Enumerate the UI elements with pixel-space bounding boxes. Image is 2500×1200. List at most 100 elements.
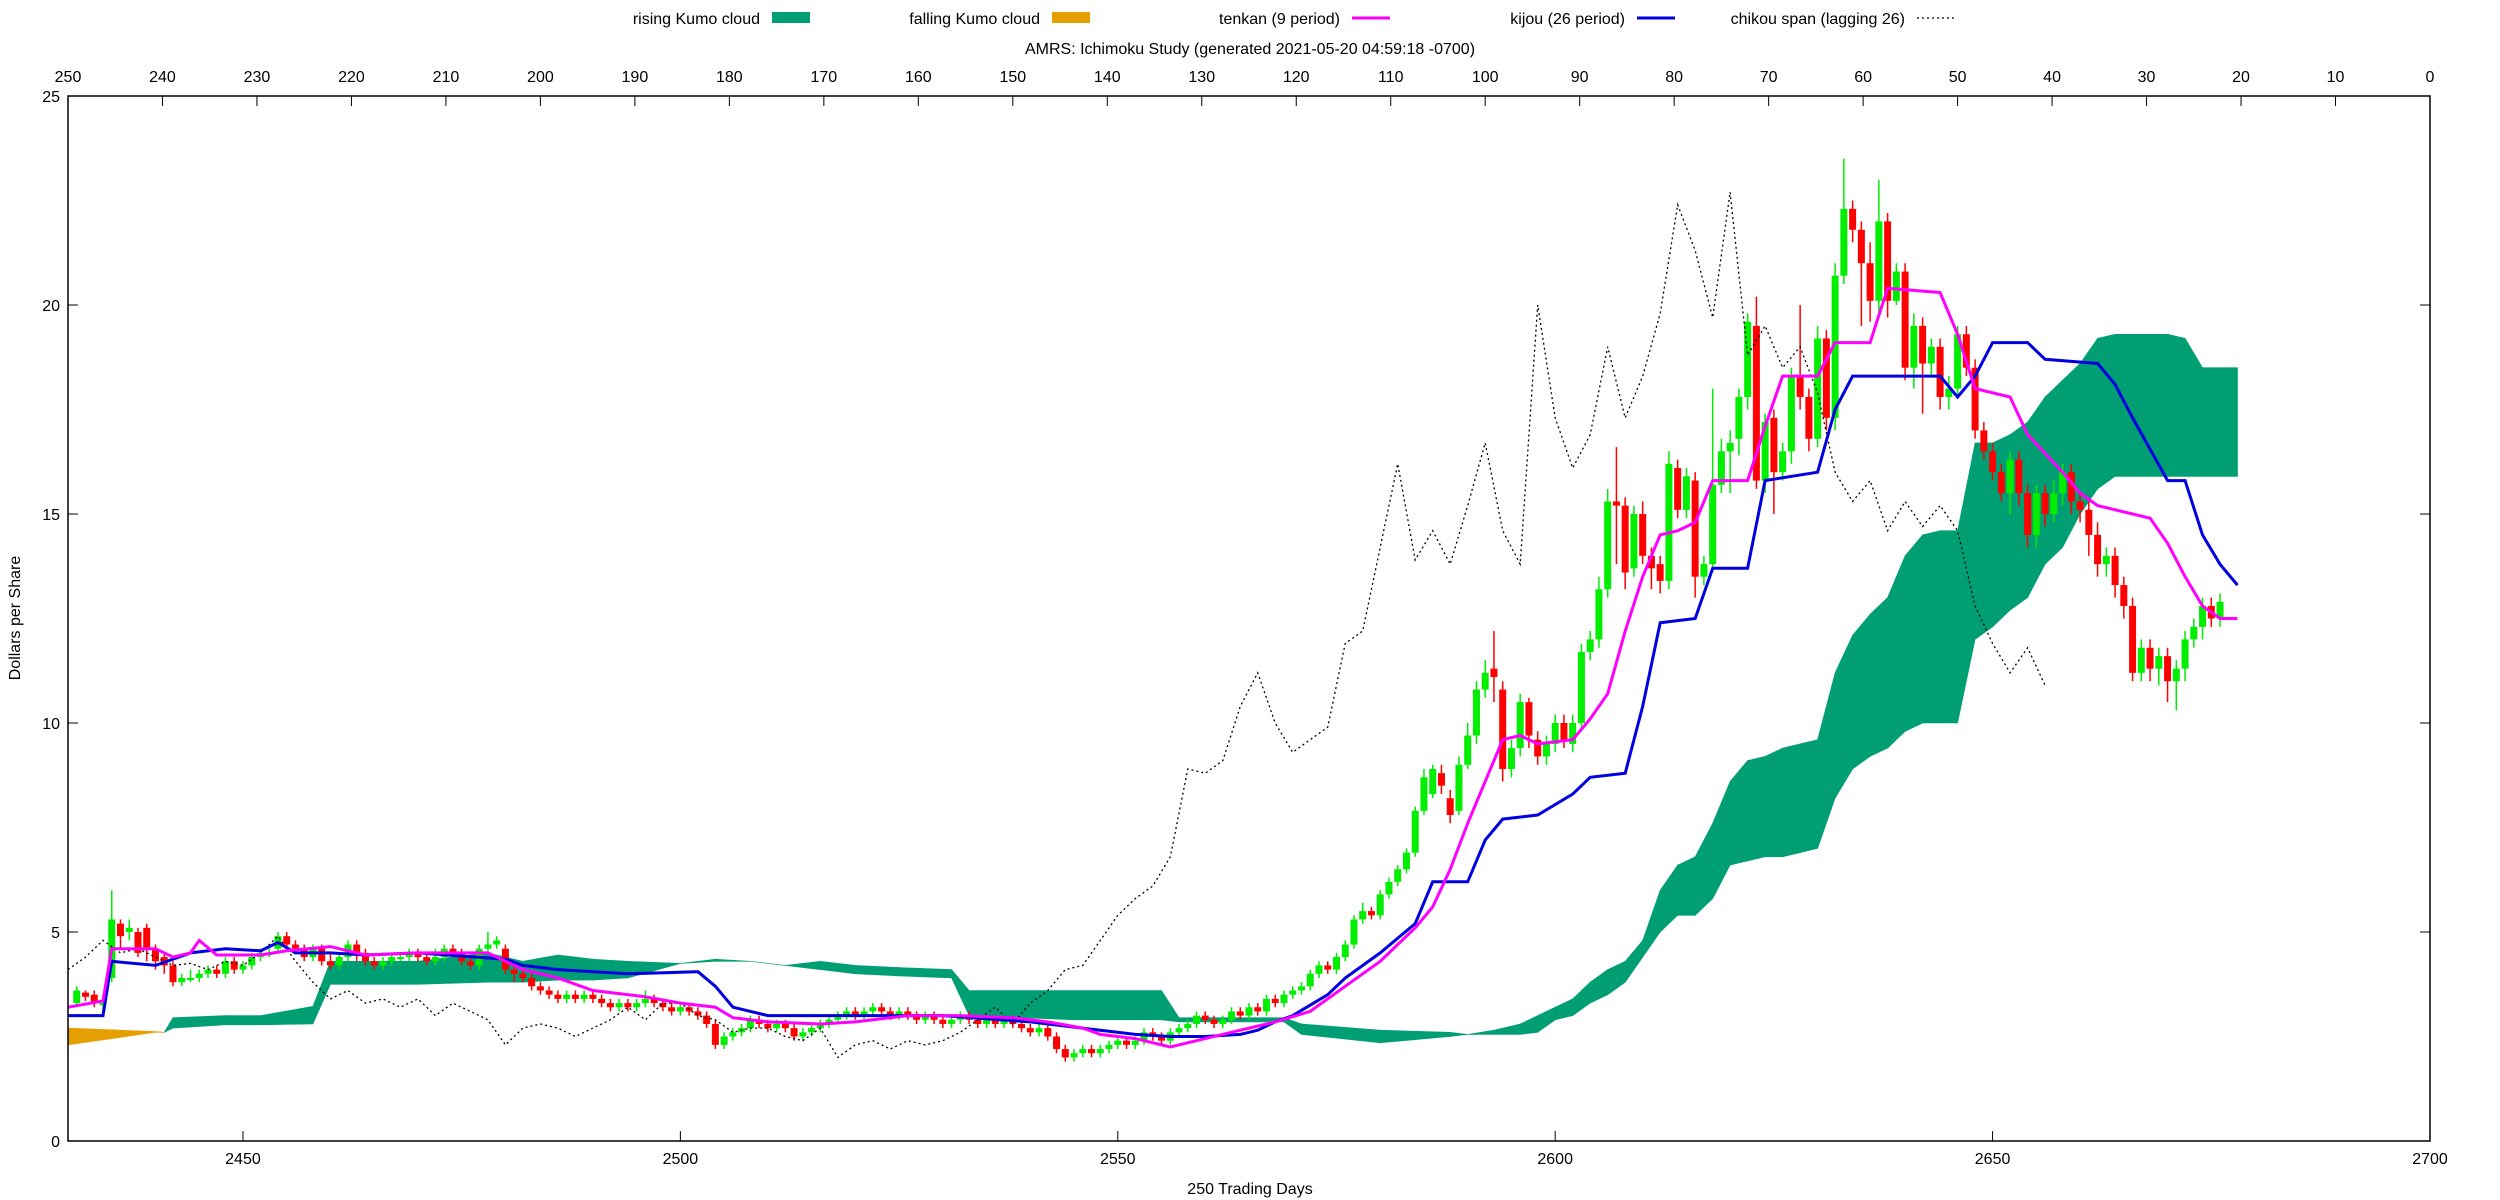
x2-tick-label: 170 [810,69,837,86]
candle-body [1271,998,1279,1004]
candle-body [2216,601,2224,619]
kumo-segment [2114,333,2133,477]
candle-body [213,969,221,974]
candle-body [1551,723,1559,744]
candle-body [1752,325,1760,481]
candle-body [143,927,151,949]
plot-border [67,95,2431,1142]
kumo-segment [1467,1029,1495,1035]
candle-body [510,969,518,974]
candle-body [169,965,177,983]
x2-tick-label: 200 [527,69,554,86]
kumo-segment [1624,939,1643,984]
kumo-segment [67,1027,156,1046]
candle-body [466,961,474,966]
candle-body [1184,1023,1192,1029]
candle-body [1088,1049,1096,1054]
kumo-segment [172,1015,226,1029]
candle-body [1735,396,1743,439]
kumo-segment [1764,747,1783,858]
candle-body [1866,263,1874,301]
kumo-segment [1607,960,1626,996]
candle-body [781,1023,789,1029]
candle-body [1193,1015,1201,1024]
candle-body [1114,1040,1122,1045]
candle-body [493,940,501,945]
candle-body [1822,338,1830,418]
candle-body [2076,501,2084,510]
candle-body [1542,743,1550,757]
candle-body [239,965,247,970]
candle-body [1297,986,1305,991]
candle-body [615,1003,623,1008]
kumo-segment [225,1015,261,1026]
legend: rising Kumo cloud falling Kumo cloud tenka… [633,11,1955,28]
candle-body [711,1023,719,1045]
kumo-segment [1852,613,1871,770]
candle-body [1927,346,1935,364]
candle-body [2015,459,2023,494]
y-tick-label: 20 [42,298,60,315]
candle-body [1901,271,1909,368]
candle-body [659,1003,667,1008]
candle-body [81,992,89,997]
candle-body [1700,564,1708,577]
candle-body [895,1011,903,1016]
candle-body [388,957,396,962]
legend-swatch [772,12,810,23]
candle-body [1962,334,1970,368]
candle-body [1534,739,1542,757]
y-axis-label: Dollars per Share [7,556,24,681]
x2-tick-label: 190 [622,69,649,86]
candle-body [1569,723,1577,744]
indicator-lines [67,192,2239,1059]
candle-body [1674,468,1682,510]
candle-body [1499,689,1507,769]
candle-body [1761,422,1769,481]
candle-body [1105,1044,1113,1050]
candle-body [790,1028,798,1037]
candle-body [1516,702,1524,749]
candle-body [799,1032,807,1037]
kumo-segment [1283,1017,1302,1035]
candle-body [1437,773,1445,786]
kumo-segment [2184,337,2203,477]
kumo-segment [1729,759,1748,866]
kumo-segment [951,968,970,1016]
candle-body [291,944,299,949]
kumo-segment [1939,530,1958,724]
candle-body [1691,480,1699,577]
x2-tick-label: 150 [999,69,1026,86]
candle-body [318,948,326,962]
legend-label: tenkan (9 period) [1219,11,1340,28]
y-tick-label: 10 [42,716,60,733]
kumo-segment [1554,998,1573,1021]
candle-body [1210,1019,1218,1024]
candle-body [1481,672,1489,690]
candle-body [528,977,536,987]
candle-body [2085,509,2093,535]
candle-body [589,994,597,999]
candle-body [1831,275,1839,418]
candle-body [554,994,562,999]
candle-body [2024,493,2032,535]
candle-body [1420,777,1428,811]
x2-tick-label: 80 [1665,69,1683,86]
candle-body [764,1023,772,1029]
candle-body [2067,472,2075,502]
candle-body [125,927,133,932]
candle-body [1577,651,1585,723]
x2-tick-label: 130 [1188,69,1215,86]
candle-body [703,1015,711,1024]
candle-body [1770,417,1778,473]
candle-body [204,969,212,974]
candle-body [230,961,238,970]
candle-body [1018,1023,1026,1029]
kumo-segment [1572,981,1591,1017]
candle-body [1647,555,1655,569]
x2-tick-label: 220 [338,69,365,86]
kumo-segment [2167,333,2186,477]
kumo-segment [163,1016,174,1034]
candle-body [641,998,649,1004]
kumo-segment [2062,362,2081,548]
